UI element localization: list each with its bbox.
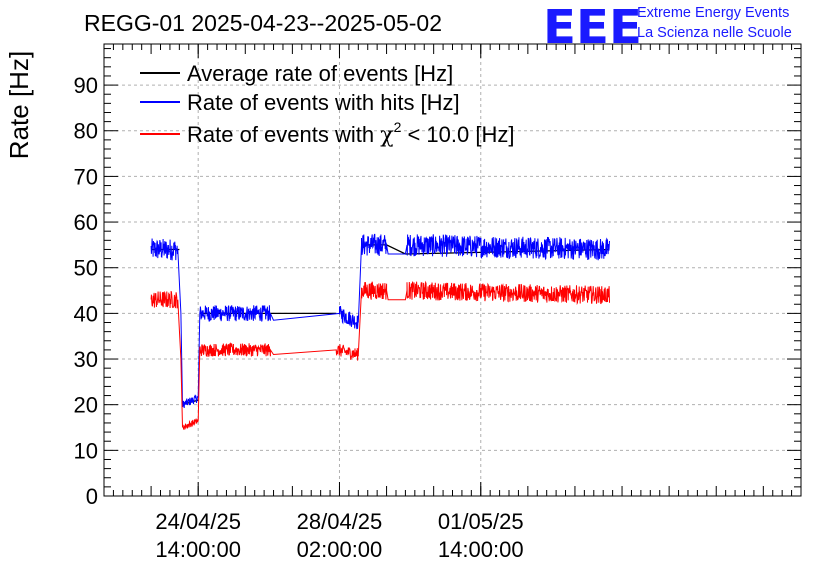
y-tick-label: 40 (74, 301, 98, 326)
legend-label: Rate of events with χ2 < 10.0 [Hz] (187, 119, 514, 148)
y-tick-label: 20 (74, 393, 98, 418)
x-axis-ticks: 24/04/25 14:00:00 28/04/25 02:00:00 01/05/25… (103, 44, 802, 562)
x-tick-label-time: 14:00:00 (155, 537, 241, 562)
x-tick-label-date: 28/04/25 (297, 509, 383, 534)
series-layer (150, 233, 610, 430)
y-tick-label: 90 (74, 73, 98, 98)
chart-title: REGG-01 2025-04-23--2025-05-02 (84, 10, 442, 36)
legend-label: Rate of events with hits [Hz] (187, 90, 460, 115)
y-tick-label: 0 (86, 484, 98, 509)
y-tick-label: 70 (74, 164, 98, 189)
eee-logo: EEE Extreme Energy Events La Scienza nel… (543, 0, 833, 54)
x-tick-label-time: 14:00:00 (438, 537, 524, 562)
series-line (150, 233, 610, 409)
y-tick-label: 30 (74, 347, 98, 372)
y-tick-label: 10 (74, 438, 98, 463)
logo-mark: EEE (543, 0, 642, 54)
legend-label: Average rate of events [Hz] (187, 61, 453, 86)
grid-lines (104, 44, 801, 496)
logo-line-1: Extreme Energy Events (637, 5, 790, 21)
series-line (150, 280, 610, 430)
x-tick-label-time: 02:00:00 (297, 537, 383, 562)
y-tick-label: 50 (74, 256, 98, 281)
logo-line-2: La Scienza nelle Scuole (637, 25, 792, 41)
x-tick-label-date: 01/05/25 (438, 509, 524, 534)
y-axis-ticks: 0 10 20 30 40 50 60 70 80 90 (74, 48, 801, 509)
x-tick-label-date: 24/04/25 (155, 509, 241, 534)
y-axis-label: Rate [Hz] (4, 51, 34, 159)
legend: Average rate of events [Hz] Rate of event… (140, 61, 514, 148)
y-tick-label: 60 (74, 210, 98, 235)
y-tick-label: 80 (74, 119, 98, 144)
